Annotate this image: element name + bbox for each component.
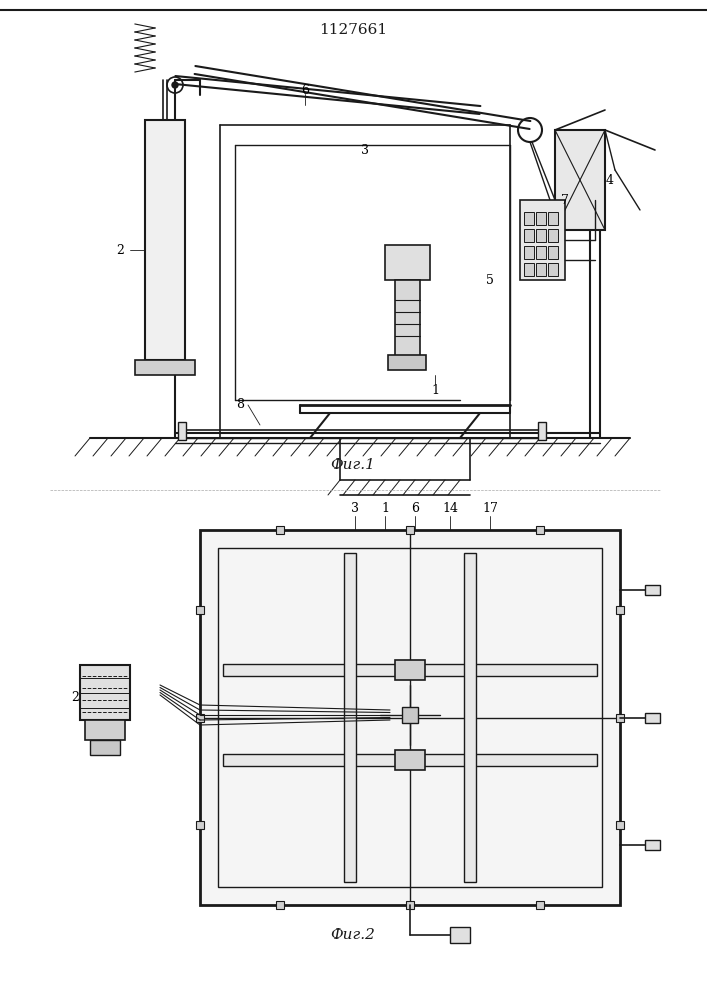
Bar: [223, 754, 597, 766]
Text: 6: 6: [411, 502, 419, 514]
Bar: [388, 355, 426, 370]
Text: 14: 14: [442, 502, 458, 514]
Bar: [450, 927, 470, 943]
Bar: [524, 246, 534, 259]
Bar: [538, 422, 546, 440]
Text: 3: 3: [351, 502, 359, 514]
Bar: [524, 263, 534, 276]
Bar: [80, 665, 130, 720]
Bar: [536, 229, 546, 242]
Bar: [536, 263, 546, 276]
Bar: [548, 263, 558, 276]
Bar: [178, 422, 186, 440]
Circle shape: [167, 77, 183, 93]
Text: 4: 4: [606, 174, 614, 186]
Bar: [548, 246, 558, 259]
Bar: [395, 280, 420, 360]
Bar: [464, 553, 476, 882]
Bar: [536, 901, 544, 909]
Bar: [223, 664, 597, 676]
Bar: [536, 246, 546, 259]
Bar: [218, 548, 602, 887]
Bar: [344, 553, 356, 882]
Bar: [616, 821, 624, 829]
Bar: [548, 229, 558, 242]
Text: 1: 1: [431, 383, 439, 396]
Bar: [524, 212, 534, 225]
Text: 1127661: 1127661: [319, 23, 387, 37]
Bar: [406, 901, 414, 909]
Bar: [406, 526, 414, 534]
Bar: [145, 120, 185, 360]
Bar: [385, 245, 430, 280]
Bar: [90, 740, 120, 755]
Bar: [85, 720, 125, 740]
Text: 17: 17: [482, 502, 498, 514]
Bar: [536, 526, 544, 534]
Bar: [520, 200, 565, 280]
Bar: [645, 840, 660, 850]
Bar: [645, 712, 660, 722]
Circle shape: [402, 707, 418, 723]
Text: Фиг.1: Фиг.1: [331, 458, 375, 472]
Bar: [548, 212, 558, 225]
Bar: [555, 130, 605, 230]
Bar: [276, 526, 284, 534]
Bar: [616, 606, 624, 614]
Text: 1: 1: [381, 502, 389, 514]
Bar: [645, 585, 660, 595]
Bar: [402, 707, 418, 723]
Bar: [616, 714, 624, 722]
Bar: [395, 660, 425, 680]
Text: 7: 7: [561, 194, 569, 207]
Bar: [276, 901, 284, 909]
Text: 3: 3: [361, 143, 369, 156]
Bar: [536, 212, 546, 225]
Bar: [524, 229, 534, 242]
Bar: [196, 821, 204, 829]
Bar: [196, 714, 204, 722]
Circle shape: [380, 685, 440, 745]
Text: 2: 2: [71, 691, 79, 704]
Text: Фиг.2: Фиг.2: [331, 928, 375, 942]
Bar: [200, 530, 620, 905]
Text: 6: 6: [301, 84, 309, 97]
Text: 8: 8: [236, 398, 244, 412]
Bar: [395, 750, 425, 770]
Text: 5: 5: [486, 273, 494, 286]
Bar: [196, 606, 204, 614]
Bar: [135, 360, 195, 375]
Circle shape: [172, 82, 178, 88]
Text: 2: 2: [116, 243, 124, 256]
